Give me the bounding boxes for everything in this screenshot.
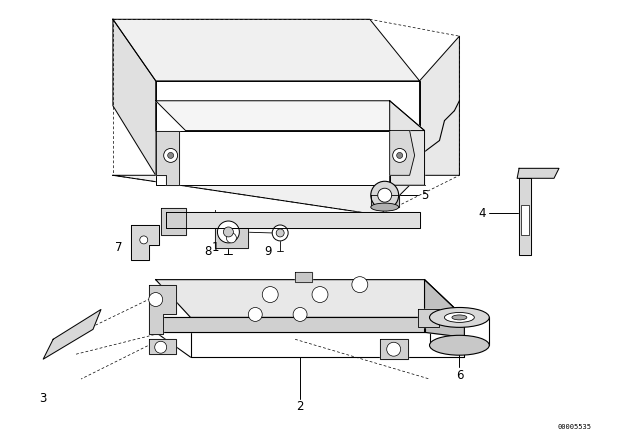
Text: 6: 6 bbox=[456, 369, 463, 382]
Polygon shape bbox=[156, 130, 390, 185]
Polygon shape bbox=[295, 271, 312, 282]
Circle shape bbox=[276, 229, 284, 237]
Polygon shape bbox=[417, 310, 440, 327]
Polygon shape bbox=[113, 175, 420, 215]
Polygon shape bbox=[113, 19, 156, 175]
Ellipse shape bbox=[452, 315, 467, 320]
Ellipse shape bbox=[444, 312, 474, 323]
Polygon shape bbox=[156, 81, 420, 175]
Polygon shape bbox=[380, 339, 408, 359]
Circle shape bbox=[393, 148, 406, 162]
Polygon shape bbox=[161, 208, 186, 235]
Polygon shape bbox=[148, 339, 175, 354]
Polygon shape bbox=[519, 178, 531, 255]
Polygon shape bbox=[131, 225, 159, 260]
Polygon shape bbox=[517, 168, 559, 178]
Circle shape bbox=[352, 277, 368, 293]
Circle shape bbox=[164, 148, 178, 162]
Polygon shape bbox=[113, 19, 420, 81]
Circle shape bbox=[148, 293, 163, 306]
Circle shape bbox=[378, 188, 392, 202]
Polygon shape bbox=[156, 318, 424, 332]
Circle shape bbox=[218, 221, 239, 243]
Text: 00005535: 00005535 bbox=[558, 424, 592, 430]
Text: 3: 3 bbox=[40, 392, 47, 405]
Circle shape bbox=[272, 225, 288, 241]
Polygon shape bbox=[156, 101, 424, 130]
Polygon shape bbox=[156, 130, 179, 185]
Circle shape bbox=[140, 236, 148, 244]
Text: 5: 5 bbox=[421, 189, 428, 202]
Circle shape bbox=[227, 233, 236, 243]
Circle shape bbox=[387, 342, 401, 356]
Circle shape bbox=[262, 287, 278, 302]
Polygon shape bbox=[44, 310, 101, 359]
Polygon shape bbox=[390, 130, 415, 175]
Text: 4: 4 bbox=[479, 207, 486, 220]
Polygon shape bbox=[390, 101, 424, 185]
Ellipse shape bbox=[371, 203, 399, 211]
Ellipse shape bbox=[429, 307, 489, 327]
Polygon shape bbox=[371, 195, 399, 207]
Circle shape bbox=[155, 341, 166, 353]
Circle shape bbox=[371, 181, 399, 209]
Ellipse shape bbox=[429, 335, 489, 355]
Polygon shape bbox=[156, 280, 465, 318]
Text: 2: 2 bbox=[296, 401, 304, 414]
Circle shape bbox=[168, 152, 173, 159]
Polygon shape bbox=[216, 228, 248, 248]
Polygon shape bbox=[420, 36, 460, 175]
Circle shape bbox=[293, 307, 307, 321]
Bar bbox=[521, 205, 529, 235]
Circle shape bbox=[312, 287, 328, 302]
Text: 7: 7 bbox=[115, 241, 123, 254]
Polygon shape bbox=[148, 284, 175, 334]
Circle shape bbox=[248, 307, 262, 321]
Text: 8: 8 bbox=[204, 246, 211, 258]
Circle shape bbox=[223, 227, 234, 237]
Circle shape bbox=[397, 152, 403, 159]
Text: 9: 9 bbox=[264, 246, 272, 258]
Polygon shape bbox=[166, 212, 420, 228]
Text: 1: 1 bbox=[212, 241, 220, 254]
Polygon shape bbox=[424, 280, 465, 337]
